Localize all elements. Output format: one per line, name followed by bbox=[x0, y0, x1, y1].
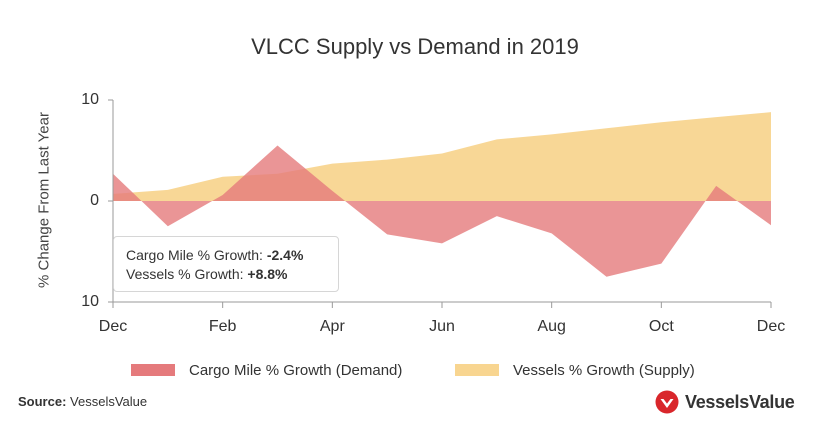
source-label: Source: bbox=[18, 394, 67, 409]
tooltip-vessels-label: Vessels % Growth: bbox=[126, 266, 244, 282]
area-demand bbox=[113, 145, 771, 277]
chart-tooltip: Cargo Mile % Growth: -2.4% Vessels % Gro… bbox=[113, 236, 339, 292]
legend-swatch-supply bbox=[455, 364, 499, 376]
x-tick-label: Feb bbox=[209, 318, 237, 335]
x-tick-label: Dec bbox=[757, 318, 785, 335]
source-note: Source: VesselsValue bbox=[18, 394, 147, 409]
tooltip-vessels-row: Vessels % Growth: +8.8% bbox=[126, 265, 326, 284]
legend-item-demand[interactable]: Cargo Mile % Growth (Demand) bbox=[131, 360, 402, 380]
vesselsvalue-logo-icon bbox=[655, 390, 679, 414]
legend-label-supply: Vessels % Growth (Supply) bbox=[513, 361, 695, 379]
legend-item-supply[interactable]: Vessels % Growth (Supply) bbox=[455, 360, 695, 380]
tooltip-cargo-value: -2.4% bbox=[266, 247, 304, 263]
y-tick-label: 0 bbox=[90, 192, 99, 209]
x-tick-label: Oct bbox=[649, 318, 674, 335]
chart-legend: Cargo Mile % Growth (Demand) Vessels % G… bbox=[0, 360, 830, 380]
area-supply bbox=[113, 112, 771, 201]
x-tick-label: Apr bbox=[320, 318, 346, 335]
x-tick-label: Aug bbox=[537, 318, 565, 335]
y-axis-label: % Change From Last Year bbox=[35, 112, 53, 288]
chart-title: VLCC Supply vs Demand in 2019 bbox=[251, 34, 579, 59]
y-tick-label: 10 bbox=[81, 91, 99, 108]
tooltip-vessels-value: +8.8% bbox=[247, 266, 288, 282]
source-value: VesselsValue bbox=[70, 394, 148, 409]
x-tick-label: Jun bbox=[429, 318, 455, 335]
tooltip-cargo-label: Cargo Mile % Growth: bbox=[126, 247, 263, 263]
legend-swatch-demand bbox=[131, 364, 175, 376]
brand-logo: VesselsValue bbox=[655, 389, 795, 415]
tooltip-cargo-row: Cargo Mile % Growth: -2.4% bbox=[126, 246, 326, 265]
y-tick-label: 10 bbox=[81, 293, 99, 310]
brand-name: VesselsValue bbox=[685, 391, 795, 412]
x-tick-label: Dec bbox=[99, 318, 127, 335]
legend-label-demand: Cargo Mile % Growth (Demand) bbox=[189, 361, 403, 379]
